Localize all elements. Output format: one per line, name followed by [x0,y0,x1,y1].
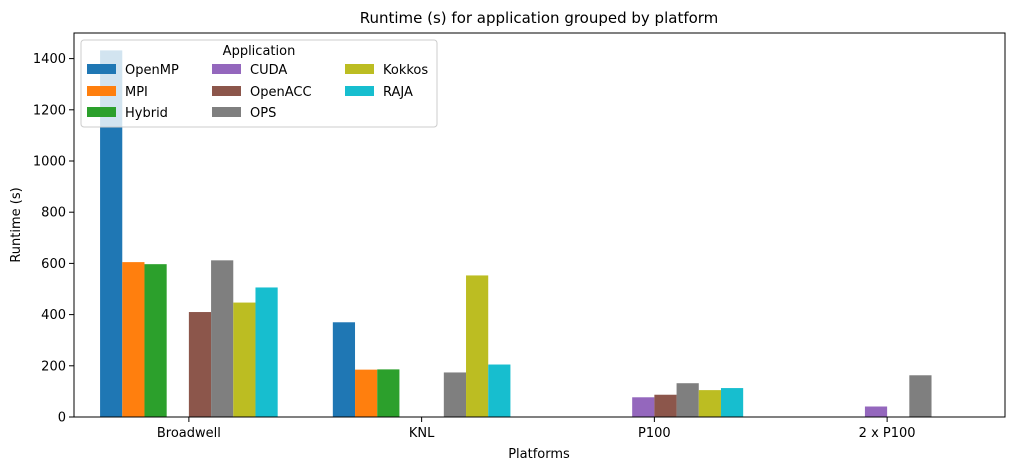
bar-hybrid-knl [377,369,400,417]
legend-label-openmp: OpenMP [125,63,179,78]
bar-openacc-broadwell [188,312,212,417]
bar-ops-p100 [676,383,699,417]
bar-openmp-broadwell [100,50,123,418]
y-tick-label: 1200 [33,103,66,118]
legend-swatch-openmp [87,64,116,74]
bar-mpi-knl [355,369,378,417]
bar-openacc-p100 [654,394,677,417]
x-tick-label: Broadwell [157,426,221,441]
y-tick-label: 400 [41,308,66,323]
legend-swatch-raja [345,86,374,96]
legend-label-hybrid: Hybrid [125,106,168,121]
legend-label-openacc: OpenACC [250,85,312,100]
legend-label-ops: OPS [250,106,276,121]
bar-mpi-broadwell [122,262,145,417]
bar-hybrid-broadwell [144,264,167,417]
x-tick-label: P100 [638,426,671,441]
bar-ops-2xp100 [909,375,932,417]
chart-title: Runtime (s) for application grouped by p… [360,9,719,27]
y-tick-label: 800 [41,206,66,221]
x-tick-label: 2 x P100 [859,426,916,441]
bar-raja-p100 [720,388,744,417]
x-axis-label: Platforms [508,447,570,462]
legend-label-kokkos: Kokkos [383,63,428,78]
legend-swatch-mpi [87,86,116,96]
bar-kokkos-broadwell [233,302,256,417]
bar-raja-knl [488,364,511,417]
bar-openmp-knl [332,322,356,417]
legend: Application OpenMP MPI Hybrid CUDA OpenACC OP… [80,39,438,128]
y-tick-label: 1400 [33,52,66,67]
legend-frame [80,39,438,128]
legend-swatch-ops [212,107,241,117]
bar-kokkos-knl [466,275,489,417]
legend-swatch-kokkos [345,64,374,74]
plot-frame [73,32,1006,418]
bar-cuda-p100 [632,397,655,417]
legend-swatch-openacc [212,86,241,96]
legend-label-mpi: MPI [125,85,148,100]
x-tick-label: KNL [409,426,435,441]
legend-label-cuda: CUDA [250,63,287,78]
bar-ops-knl [443,372,467,417]
bar-kokkos-p100 [698,390,721,417]
y-tick-label: 200 [41,359,66,374]
legend-swatch-cuda [212,64,241,74]
legend-label-raja: RAJA [383,85,413,100]
legend-title: Application [223,44,296,59]
y-tick-label: 600 [41,257,66,272]
bar-raja-broadwell [255,287,278,417]
bar-ops-broadwell [211,260,234,417]
bar-cuda-2xp100 [864,406,888,417]
y-tick-label: 1000 [33,155,66,170]
legend-swatch-hybrid [87,107,116,117]
y-tick-label: 0 [58,411,66,426]
y-axis-label: Runtime (s) [9,187,24,262]
